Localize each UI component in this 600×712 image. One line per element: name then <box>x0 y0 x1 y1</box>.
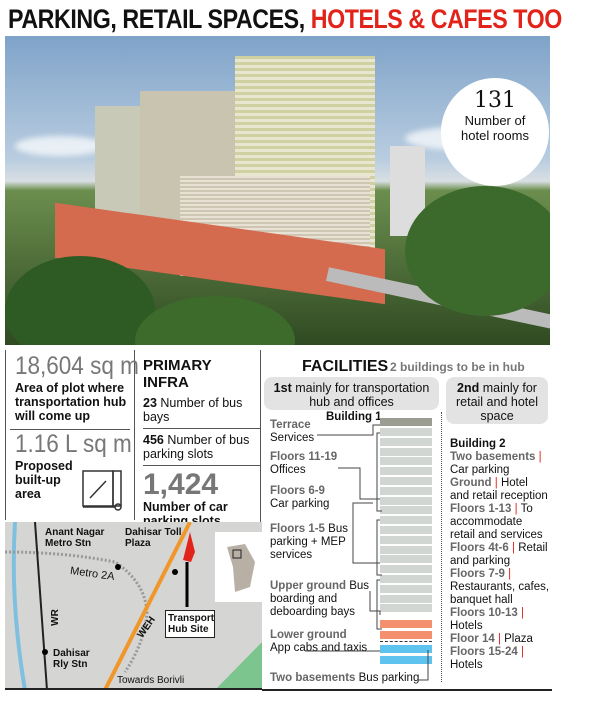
floor-bar <box>380 594 432 603</box>
b2-floor: Floors 4t-6 | Retail and parking <box>450 542 548 567</box>
floor-bar <box>380 631 432 639</box>
b1-floor: Floors 11-19 Offices <box>270 451 338 476</box>
floor-bar <box>380 584 432 593</box>
hotel-rooms-badge: 131 Number of hotel rooms <box>441 78 549 186</box>
floor-bar <box>380 516 432 525</box>
floor-bar <box>380 555 432 564</box>
b2-floor: Floors 15-24 | Hotels <box>450 646 524 671</box>
building2-floors: Building 2 Two basements | Car parking Gr… <box>450 438 550 671</box>
floor-bar <box>380 437 432 446</box>
b2-floor: Floors 1-13 | To accommodate retail and … <box>450 503 543 541</box>
floor-bar <box>380 477 432 485</box>
floor-bar <box>380 545 432 554</box>
floor-bar <box>380 526 432 534</box>
b2-floor: Ground | Hotel and retail reception <box>450 477 548 502</box>
leader-lines <box>305 424 429 681</box>
floor-bar <box>380 447 432 456</box>
floor-bar <box>380 575 432 583</box>
b1-floor: Upper ground Bus boarding and deboarding… <box>270 580 370 618</box>
floor-bar <box>380 506 432 515</box>
floor-bar <box>380 535 432 544</box>
floor-bar <box>380 418 432 426</box>
facilities-heading: FACILITIES <box>302 358 389 375</box>
b2-floor: Floors 10-13 | Hotels <box>450 607 524 632</box>
building1-pill: 1st mainly for transportation hub and of… <box>264 377 439 410</box>
floor-bar <box>380 620 432 628</box>
b1-floor: Two basements Bus parking <box>270 672 420 684</box>
floor-bar <box>380 604 432 613</box>
b2-floor: Floors 7-9 | Restaurants, cafes, banquet… <box>450 568 550 606</box>
floor-bar <box>380 565 432 574</box>
floor-bar <box>380 428 432 436</box>
b1-floor: Terrace Services <box>270 419 315 444</box>
b1-floor: Floors 6-9 Car parking <box>270 485 330 510</box>
location-map: Anant Nagar Metro Stn Dahisar Toll Plaza… <box>5 522 262 690</box>
floor-bar <box>380 645 432 653</box>
headline: PARKING, RETAIL SPACES, HOTELS & CAFES T… <box>8 4 562 34</box>
floor-bar <box>380 486 432 495</box>
b2-floor: Floor 14 | Plaza <box>450 633 533 645</box>
plot-area-stat: 18,604 sq m Area of plot where transport… <box>15 352 139 423</box>
floor-bar <box>380 467 432 476</box>
building-render-photo: 131 Number of hotel rooms <box>5 36 550 345</box>
primary-infra: PRIMARY INFRA 23 Number of bus bays 456 … <box>143 357 261 528</box>
building2-pill: 2nd mainly for retail and hotel space <box>446 377 548 424</box>
blueprint-icon <box>82 470 122 511</box>
b1-floor: Floors 1-5 Bus parking + MEP services <box>270 523 348 561</box>
floor-bar <box>380 496 432 505</box>
floor-bar <box>380 457 432 466</box>
b2-floor: Two basements | Car parking <box>450 451 542 476</box>
floor-bar <box>380 656 432 664</box>
builtup-area-stat: 1.16 L sq m Proposed built-up area <box>15 430 132 501</box>
